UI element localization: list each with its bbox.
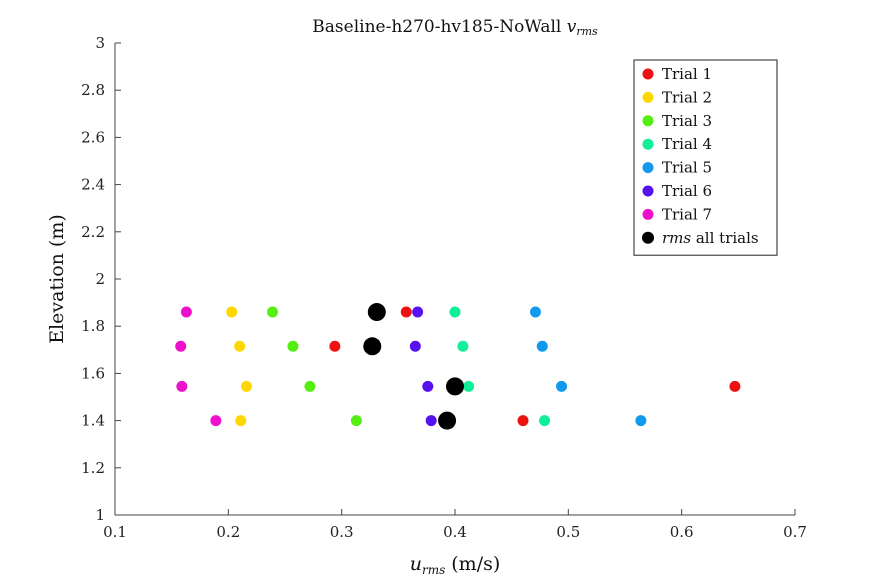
- data-point: [329, 340, 341, 352]
- data-point: [210, 415, 222, 427]
- y-tick-label: 1: [95, 506, 105, 524]
- y-tick-label: 1.6: [81, 364, 105, 382]
- data-point: [449, 306, 461, 318]
- y-tick-label: 2.4: [81, 176, 105, 194]
- data-point: [729, 380, 741, 392]
- x-tick-label: 0.6: [670, 523, 694, 541]
- legend-entry-label: Trial 1: [662, 65, 712, 83]
- y-tick-label: 1.4: [81, 412, 105, 430]
- legend-entry-label: rms all trials: [662, 229, 759, 247]
- data-points: [175, 303, 741, 430]
- data-point: [463, 380, 475, 392]
- legend-entry-label: Trial 7: [662, 205, 712, 223]
- y-tick-label: 2.2: [81, 223, 105, 241]
- x-axis-title-math-sub: rms: [422, 563, 445, 577]
- data-point: [304, 380, 316, 392]
- data-point: [422, 380, 434, 392]
- data-point: [409, 340, 421, 352]
- data-point: [226, 306, 238, 318]
- x-tick-label: 0.3: [330, 523, 354, 541]
- legend-entry-label: Trial 2: [662, 88, 712, 106]
- x-tick-label: 0.2: [216, 523, 240, 541]
- data-point: [234, 340, 246, 352]
- x-axis-title-unit: (m/s): [451, 553, 500, 575]
- plot-axes: 0.1 0.2 0.3 0.4 0.5 0.6 0.7 1 1.2 1.4 1.6 1.8 2 2.2 2.…: [81, 34, 807, 541]
- legend-entry-label: Trial 5: [662, 159, 712, 177]
- data-point: [457, 340, 469, 352]
- data-point: [446, 377, 464, 396]
- legend-marker: [642, 185, 654, 197]
- y-tick-label: 2.8: [81, 81, 105, 99]
- data-point: [536, 340, 548, 352]
- data-point: [556, 380, 568, 392]
- data-point: [363, 337, 382, 356]
- x-axis-title: urms (m/s): [410, 553, 501, 577]
- data-point: [287, 340, 299, 352]
- chart-title-math: v: [567, 17, 577, 37]
- legend-marker: [642, 68, 654, 80]
- y-tick-label: 2.6: [81, 128, 105, 146]
- data-point: [180, 306, 192, 318]
- data-point: [267, 306, 279, 318]
- data-point: [438, 411, 457, 430]
- x-tick-label: 0.4: [443, 523, 467, 541]
- data-point: [412, 306, 424, 318]
- chart-title-text: Baseline-h270-hv185-NoWall: [312, 17, 561, 37]
- data-point: [175, 340, 187, 352]
- chart-title: Baseline-h270-hv185-NoWall vrms: [312, 17, 598, 38]
- data-point: [517, 415, 529, 427]
- legend-entry-label: Trial 6: [662, 182, 712, 200]
- x-tick-label: 0.7: [783, 523, 807, 541]
- legend-marker: [642, 91, 654, 103]
- data-point: [350, 415, 362, 427]
- legend-marker: [642, 115, 654, 127]
- data-point: [176, 380, 188, 392]
- chart-title-math-sub: rms: [576, 25, 598, 38]
- legend-box: [633, 59, 778, 256]
- y-tick-label: 1.8: [81, 317, 105, 335]
- data-point: [425, 415, 437, 427]
- data-point: [635, 415, 647, 427]
- y-tick-label: 3: [95, 34, 105, 52]
- y-tick-label: 2: [95, 270, 105, 288]
- legend-marker: [642, 208, 654, 220]
- y-tick-label: 1.2: [81, 459, 105, 477]
- data-point: [529, 306, 541, 318]
- x-tick-label: 0.1: [103, 523, 127, 541]
- legend-marker: [642, 231, 654, 244]
- data-point: [367, 303, 386, 322]
- data-point: [235, 415, 247, 427]
- legend-marker: [642, 138, 654, 150]
- data-point: [240, 380, 252, 392]
- legend-entry-label: Trial 4: [662, 135, 712, 153]
- x-tick-label: 0.5: [556, 523, 580, 541]
- data-point: [539, 415, 551, 427]
- y-axis-title: Elevation (m): [46, 214, 68, 344]
- legend-marker: [642, 162, 654, 174]
- data-point: [400, 306, 412, 318]
- x-axis-title-math: u: [410, 553, 422, 575]
- legend-entry-label: Trial 3: [662, 112, 712, 130]
- legend: Trial 1 Trial 2 Trial 3 Trial 4 Trial 5 Trial…: [633, 59, 778, 256]
